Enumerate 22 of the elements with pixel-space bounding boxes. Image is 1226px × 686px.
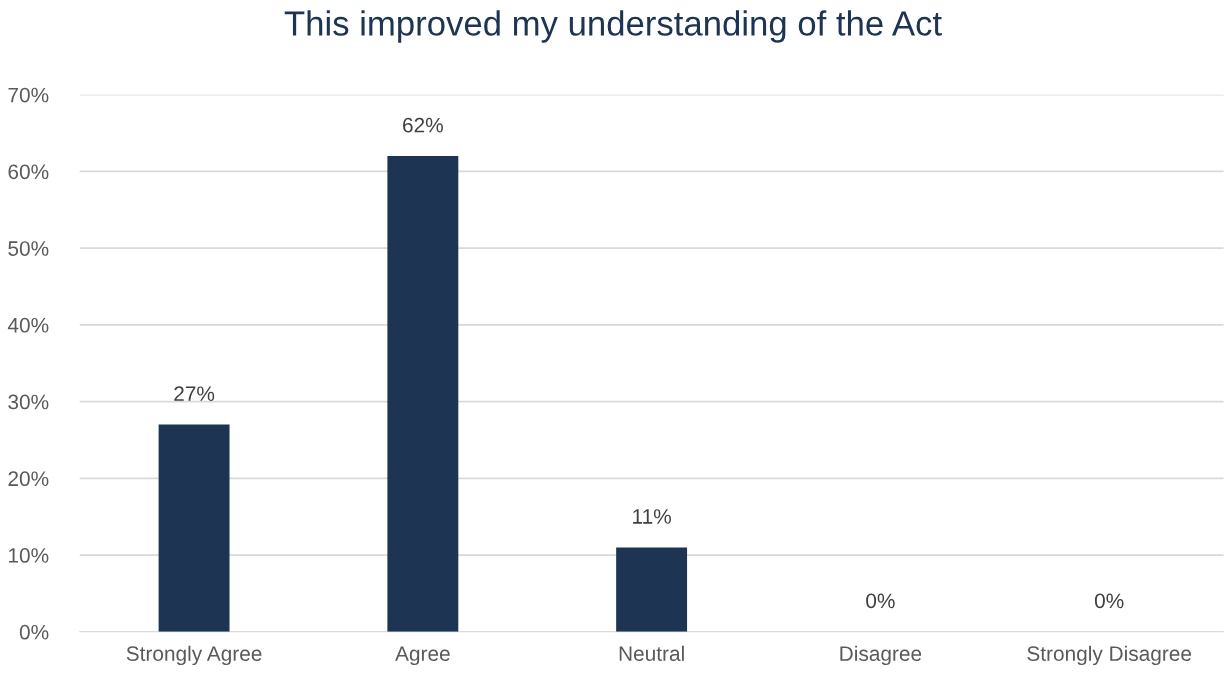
x-tick-label: Strongly Disagree	[1027, 645, 1192, 666]
y-tick-label: 60%	[8, 164, 49, 180]
y-tick-label: 50%	[8, 241, 49, 256]
x-tick-label: Disagree	[840, 645, 922, 666]
data-label: 0%	[1094, 593, 1124, 609]
y-tick-label: 30%	[8, 394, 49, 410]
data-label: 62%	[403, 117, 443, 133]
y-tick-label: 10%	[9, 548, 49, 563]
data-label: 0%	[866, 593, 895, 609]
y-tick-label: 20%	[8, 471, 49, 487]
bar	[387, 156, 459, 632]
bar	[616, 547, 688, 632]
y-tick-label: 0%	[19, 624, 49, 640]
chart-title: This improved my understanding of the Act	[284, 10, 942, 43]
bar	[158, 424, 230, 632]
x-tick-label: Strongly Agree	[126, 645, 262, 666]
data-label: 11%	[633, 509, 671, 524]
data-label: 27%	[174, 386, 215, 401]
x-tick-label: Neutral	[619, 645, 684, 661]
y-tick-label: 40%	[7, 317, 49, 333]
x-tick-label: Agree	[395, 646, 450, 666]
y-tick-label: 70%	[8, 87, 49, 103]
